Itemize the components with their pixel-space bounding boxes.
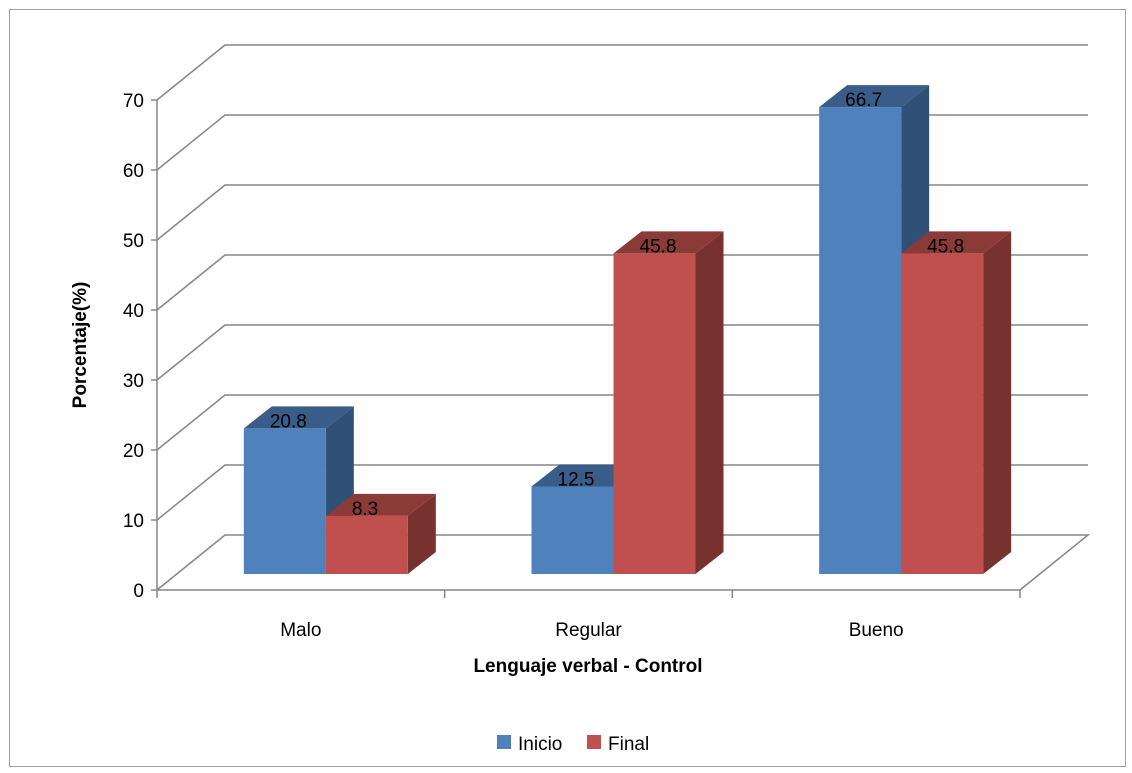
bar-final-regular [613, 231, 724, 574]
gridline [156, 254, 1088, 311]
gridlines [156, 44, 1088, 521]
y-tick-label: 0 [133, 581, 144, 602]
legend-swatch-inicio [497, 735, 511, 749]
data-label: 8.3 [352, 499, 378, 520]
y-axis-title: Porcentaje(%) [70, 282, 91, 409]
x-category-label: Malo [280, 620, 321, 641]
gridline [156, 324, 1088, 381]
y-axis-ticks: 0 10 20 30 40 50 60 70 [123, 91, 157, 602]
y-tick-label: 40 [123, 301, 144, 322]
x-category-label: Regular [555, 620, 622, 641]
x-category-label: Bueno [849, 620, 904, 641]
gridline [156, 44, 1088, 101]
bar-final-bueno [901, 231, 1012, 574]
data-label: 45.8 [927, 236, 964, 257]
y-tick-label: 60 [123, 161, 144, 182]
legend-label-final: Final [608, 734, 649, 755]
legend-swatch-final [587, 735, 601, 749]
x-axis: Malo Regular Bueno [156, 589, 1021, 641]
gridline [156, 114, 1088, 171]
y-tick-label: 70 [123, 91, 144, 112]
data-label: 66.7 [845, 90, 882, 111]
y-tick-label: 50 [123, 231, 144, 252]
data-label: 12.5 [558, 470, 595, 491]
legend-label-inicio: Inicio [518, 734, 562, 755]
data-labels: 20.8 8.3 12.5 45.8 66.7 45.8 [270, 90, 964, 520]
gridline [156, 394, 1088, 451]
x-axis-title: Lenguaje verbal - Control [473, 656, 702, 677]
bar-final-malo [325, 493, 436, 574]
gridline [156, 464, 1088, 521]
y-tick-label: 20 [123, 441, 144, 462]
data-label: 20.8 [270, 411, 307, 432]
y-tick-label: 30 [123, 371, 144, 392]
data-label: 45.8 [640, 236, 677, 257]
bars [243, 85, 1012, 574]
y-tick-label: 10 [123, 511, 144, 532]
legend: Inicio Final [497, 734, 649, 755]
gridline [156, 184, 1088, 241]
